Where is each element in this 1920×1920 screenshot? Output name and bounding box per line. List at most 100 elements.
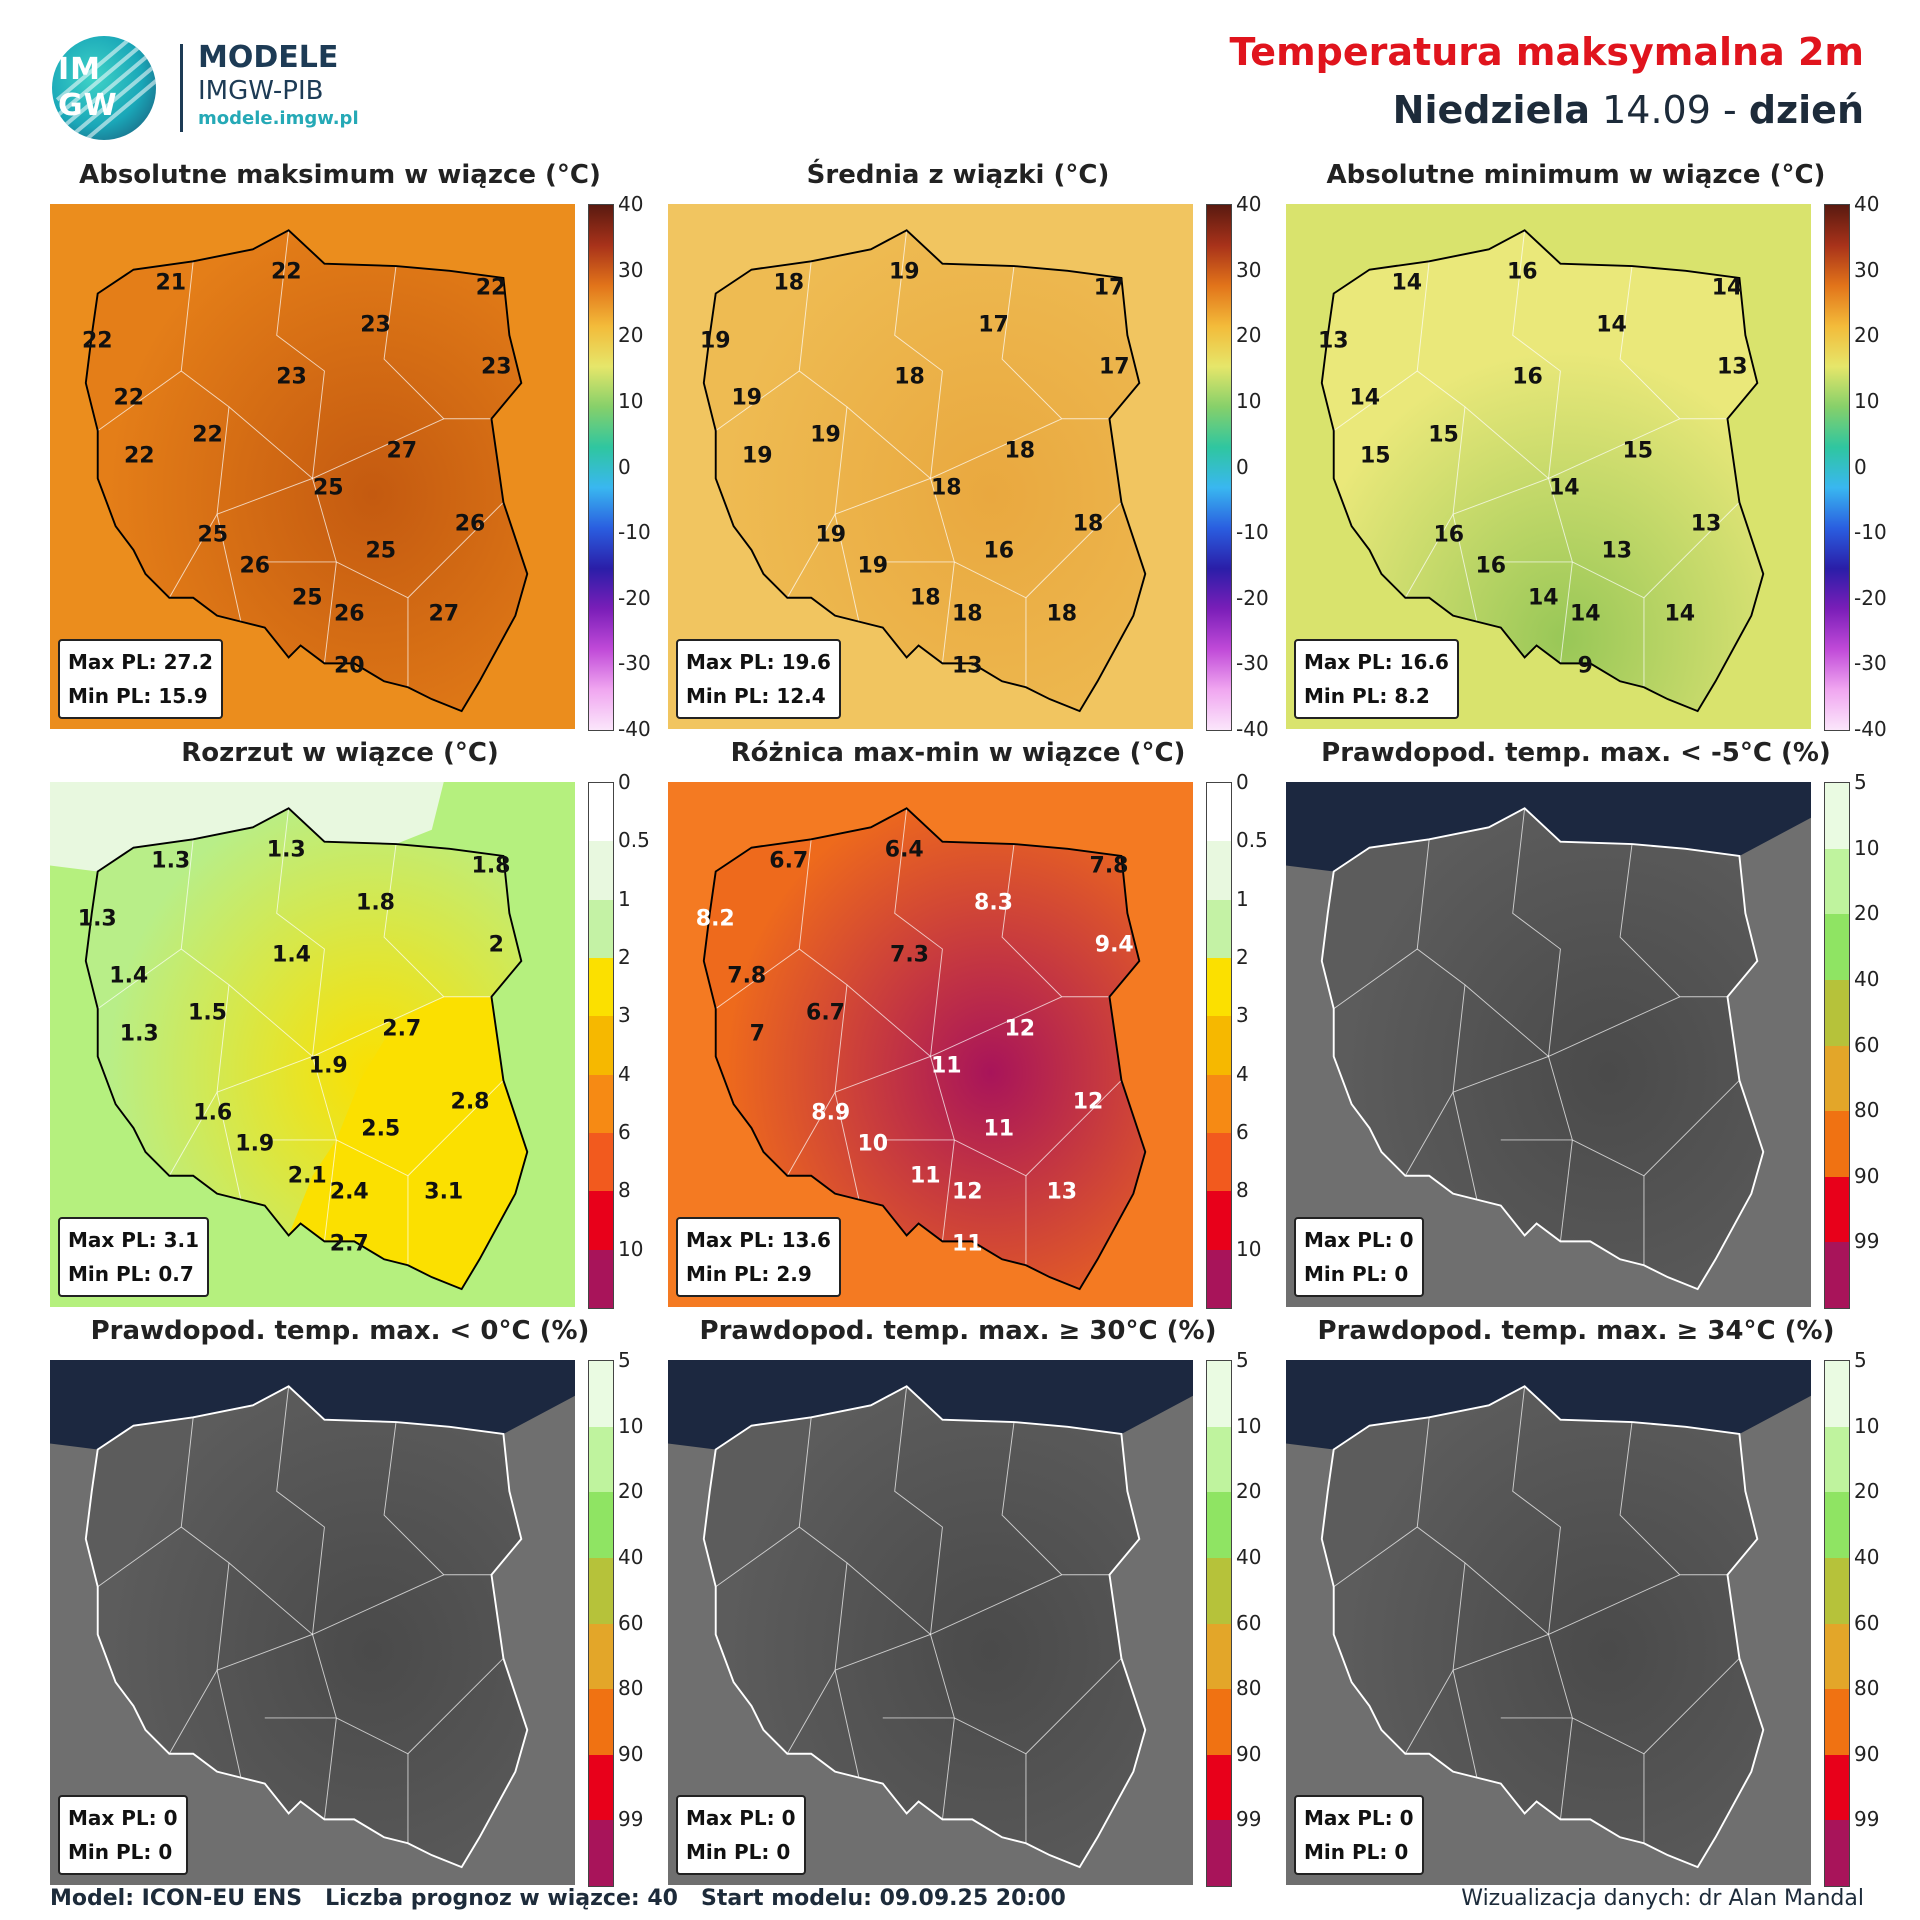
colorbar-segment <box>589 1623 613 1690</box>
stat-min: Min PL: 0 <box>68 1840 173 1864</box>
colorbar-segment <box>589 1426 613 1493</box>
colorbar-tick-label: 99 <box>1236 1807 1262 1832</box>
map-panel: Rozrzut w wiązce (°C) 1.3 1.3 1.8 1.3 1.8 2 1.4… <box>50 738 690 1309</box>
region-value: 18 <box>951 601 983 626</box>
region-value: 14 <box>1596 312 1627 338</box>
stat-max: Max PL: 19.6 <box>686 650 831 674</box>
colorbar-segment <box>589 1361 613 1427</box>
colorbar-segment <box>589 1492 613 1558</box>
voivodeship-border <box>383 1421 492 1576</box>
region-value: 18 <box>773 270 805 296</box>
panel-title: Prawdopod. temp. max. ≥ 30°C (%) <box>699 1316 1217 1346</box>
region-value: 18 <box>1046 601 1078 626</box>
panel-title: Absolutne maksimum w wiązce (°C) <box>79 160 601 190</box>
map-panel: Różnica max-min w wiązce (°C) 6.7 6.4 7.8 8.… <box>668 738 1308 1309</box>
colorbar <box>588 1360 614 1887</box>
region-value: 1.6 <box>193 1100 233 1126</box>
region-value: 22 <box>81 328 113 353</box>
voivodeship-border <box>1512 808 1561 1057</box>
colorbar-tick-label: 30 <box>1854 257 1880 282</box>
colorbar-segment <box>1825 1242 1849 1308</box>
colorbar <box>1824 782 1850 1309</box>
region-value: 11 <box>930 1053 962 1078</box>
voivodeship-border <box>786 839 848 1176</box>
region-value: 18 <box>1004 438 1036 464</box>
region-value: 13 <box>1046 1179 1078 1204</box>
colorbar-labels: 0 0.5 1 2 3 4 6 8 10 <box>618 770 678 1307</box>
colorbar-tick-label: 90 <box>1854 1741 1880 1766</box>
voivodeship-border <box>715 370 800 432</box>
stat-max: Max PL: 0 <box>686 1806 796 1830</box>
colorbar-tick-label: 99 <box>618 1807 644 1832</box>
colorbar-tick-label: 40 <box>1854 966 1880 991</box>
colorbar-labels: 5 10 20 40 60 80 90 99 <box>1854 770 1914 1307</box>
voivodeship-border <box>168 839 230 1176</box>
voivodeship-border <box>276 808 325 1057</box>
country-border <box>1320 1385 1765 1869</box>
region-value: 10 <box>857 1131 889 1157</box>
region-value: 22 <box>113 385 145 411</box>
poland-land <box>85 1386 528 1868</box>
colorbar-segment <box>1207 1754 1231 1821</box>
poland-land <box>1321 808 1764 1290</box>
region-value: 13 <box>1690 511 1722 537</box>
logo-divider <box>180 44 183 132</box>
region-value: 17 <box>1093 275 1125 301</box>
subtitle-period: dzień <box>1748 88 1864 132</box>
region-value: 13 <box>951 653 983 679</box>
sea-area <box>1286 782 1811 872</box>
voivodeship-border <box>1512 1386 1561 1635</box>
colorbar-labels: 0 0.5 1 2 3 4 6 8 10 <box>1236 770 1296 1307</box>
brand-url[interactable]: modele.imgw.pl <box>198 108 359 129</box>
region-value: 12 <box>1004 1016 1036 1042</box>
poland-land <box>1321 1386 1764 1868</box>
subtitle-sep: - <box>1723 88 1737 132</box>
colorbar-tick-label: -10 <box>1854 520 1887 545</box>
voivodeship-border <box>834 1092 860 1200</box>
region-value: 6.7 <box>806 1000 845 1026</box>
country-border <box>1320 229 1765 713</box>
region-value: 1.3 <box>266 837 306 863</box>
colorbar-segment <box>1825 848 1849 915</box>
colorbar-segment <box>589 841 613 900</box>
region-value: 14 <box>1711 275 1743 301</box>
stat-max: Max PL: 16.6 <box>1304 650 1449 674</box>
colorbar-segment <box>589 899 613 958</box>
colorbar-tick-label: 20 <box>1236 323 1262 348</box>
colorbar-tick-label: 20 <box>1854 901 1880 926</box>
colorbar-tick-label: 3 <box>618 1003 631 1028</box>
country-border <box>84 807 529 1291</box>
colorbar-segment <box>589 783 613 842</box>
colorbar-segment <box>1207 1689 1231 1755</box>
stat-max: Max PL: 0 <box>1304 1806 1414 1830</box>
region-value: 1.9 <box>235 1131 275 1157</box>
colorbar <box>588 204 614 731</box>
colorbar-tick-label: 2 <box>1236 945 1249 969</box>
region-value: 16 <box>1475 553 1507 579</box>
colorbar-segment <box>1825 1557 1849 1624</box>
colorbar-segment <box>1207 1492 1231 1558</box>
region-value: 18 <box>894 364 925 390</box>
colorbar-tick-label: -10 <box>618 520 651 545</box>
colorbar-segment <box>1207 1249 1231 1308</box>
footer-start: Start modelu: 09.09.25 20:00 <box>700 1886 1066 1911</box>
poland-land <box>85 230 528 712</box>
country-border <box>1320 807 1765 1291</box>
region-value: 22 <box>192 422 223 448</box>
region-value: 26 <box>333 601 365 626</box>
region-value: 8.9 <box>811 1100 851 1126</box>
colorbar-tick-label: 20 <box>1854 1479 1880 1504</box>
colorbar-tick-label: 5 <box>1854 770 1867 794</box>
region-value: 14 <box>1664 601 1696 626</box>
voivodeship-border <box>941 1717 955 1820</box>
colorbar-tick-label: 0.5 <box>1236 828 1268 853</box>
region-value: 1.3 <box>151 848 191 874</box>
region-value: 13 <box>1317 328 1349 353</box>
sea-area <box>668 1360 1193 1450</box>
colorbar-segment <box>589 1557 613 1624</box>
region-value: 1.4 <box>109 963 149 989</box>
sea-area <box>50 782 444 872</box>
map-area: Max PL: 0 Min PL: 0 <box>50 1360 575 1885</box>
colorbar-segment <box>1207 1623 1231 1690</box>
voivodeship-border <box>1559 1139 1573 1242</box>
